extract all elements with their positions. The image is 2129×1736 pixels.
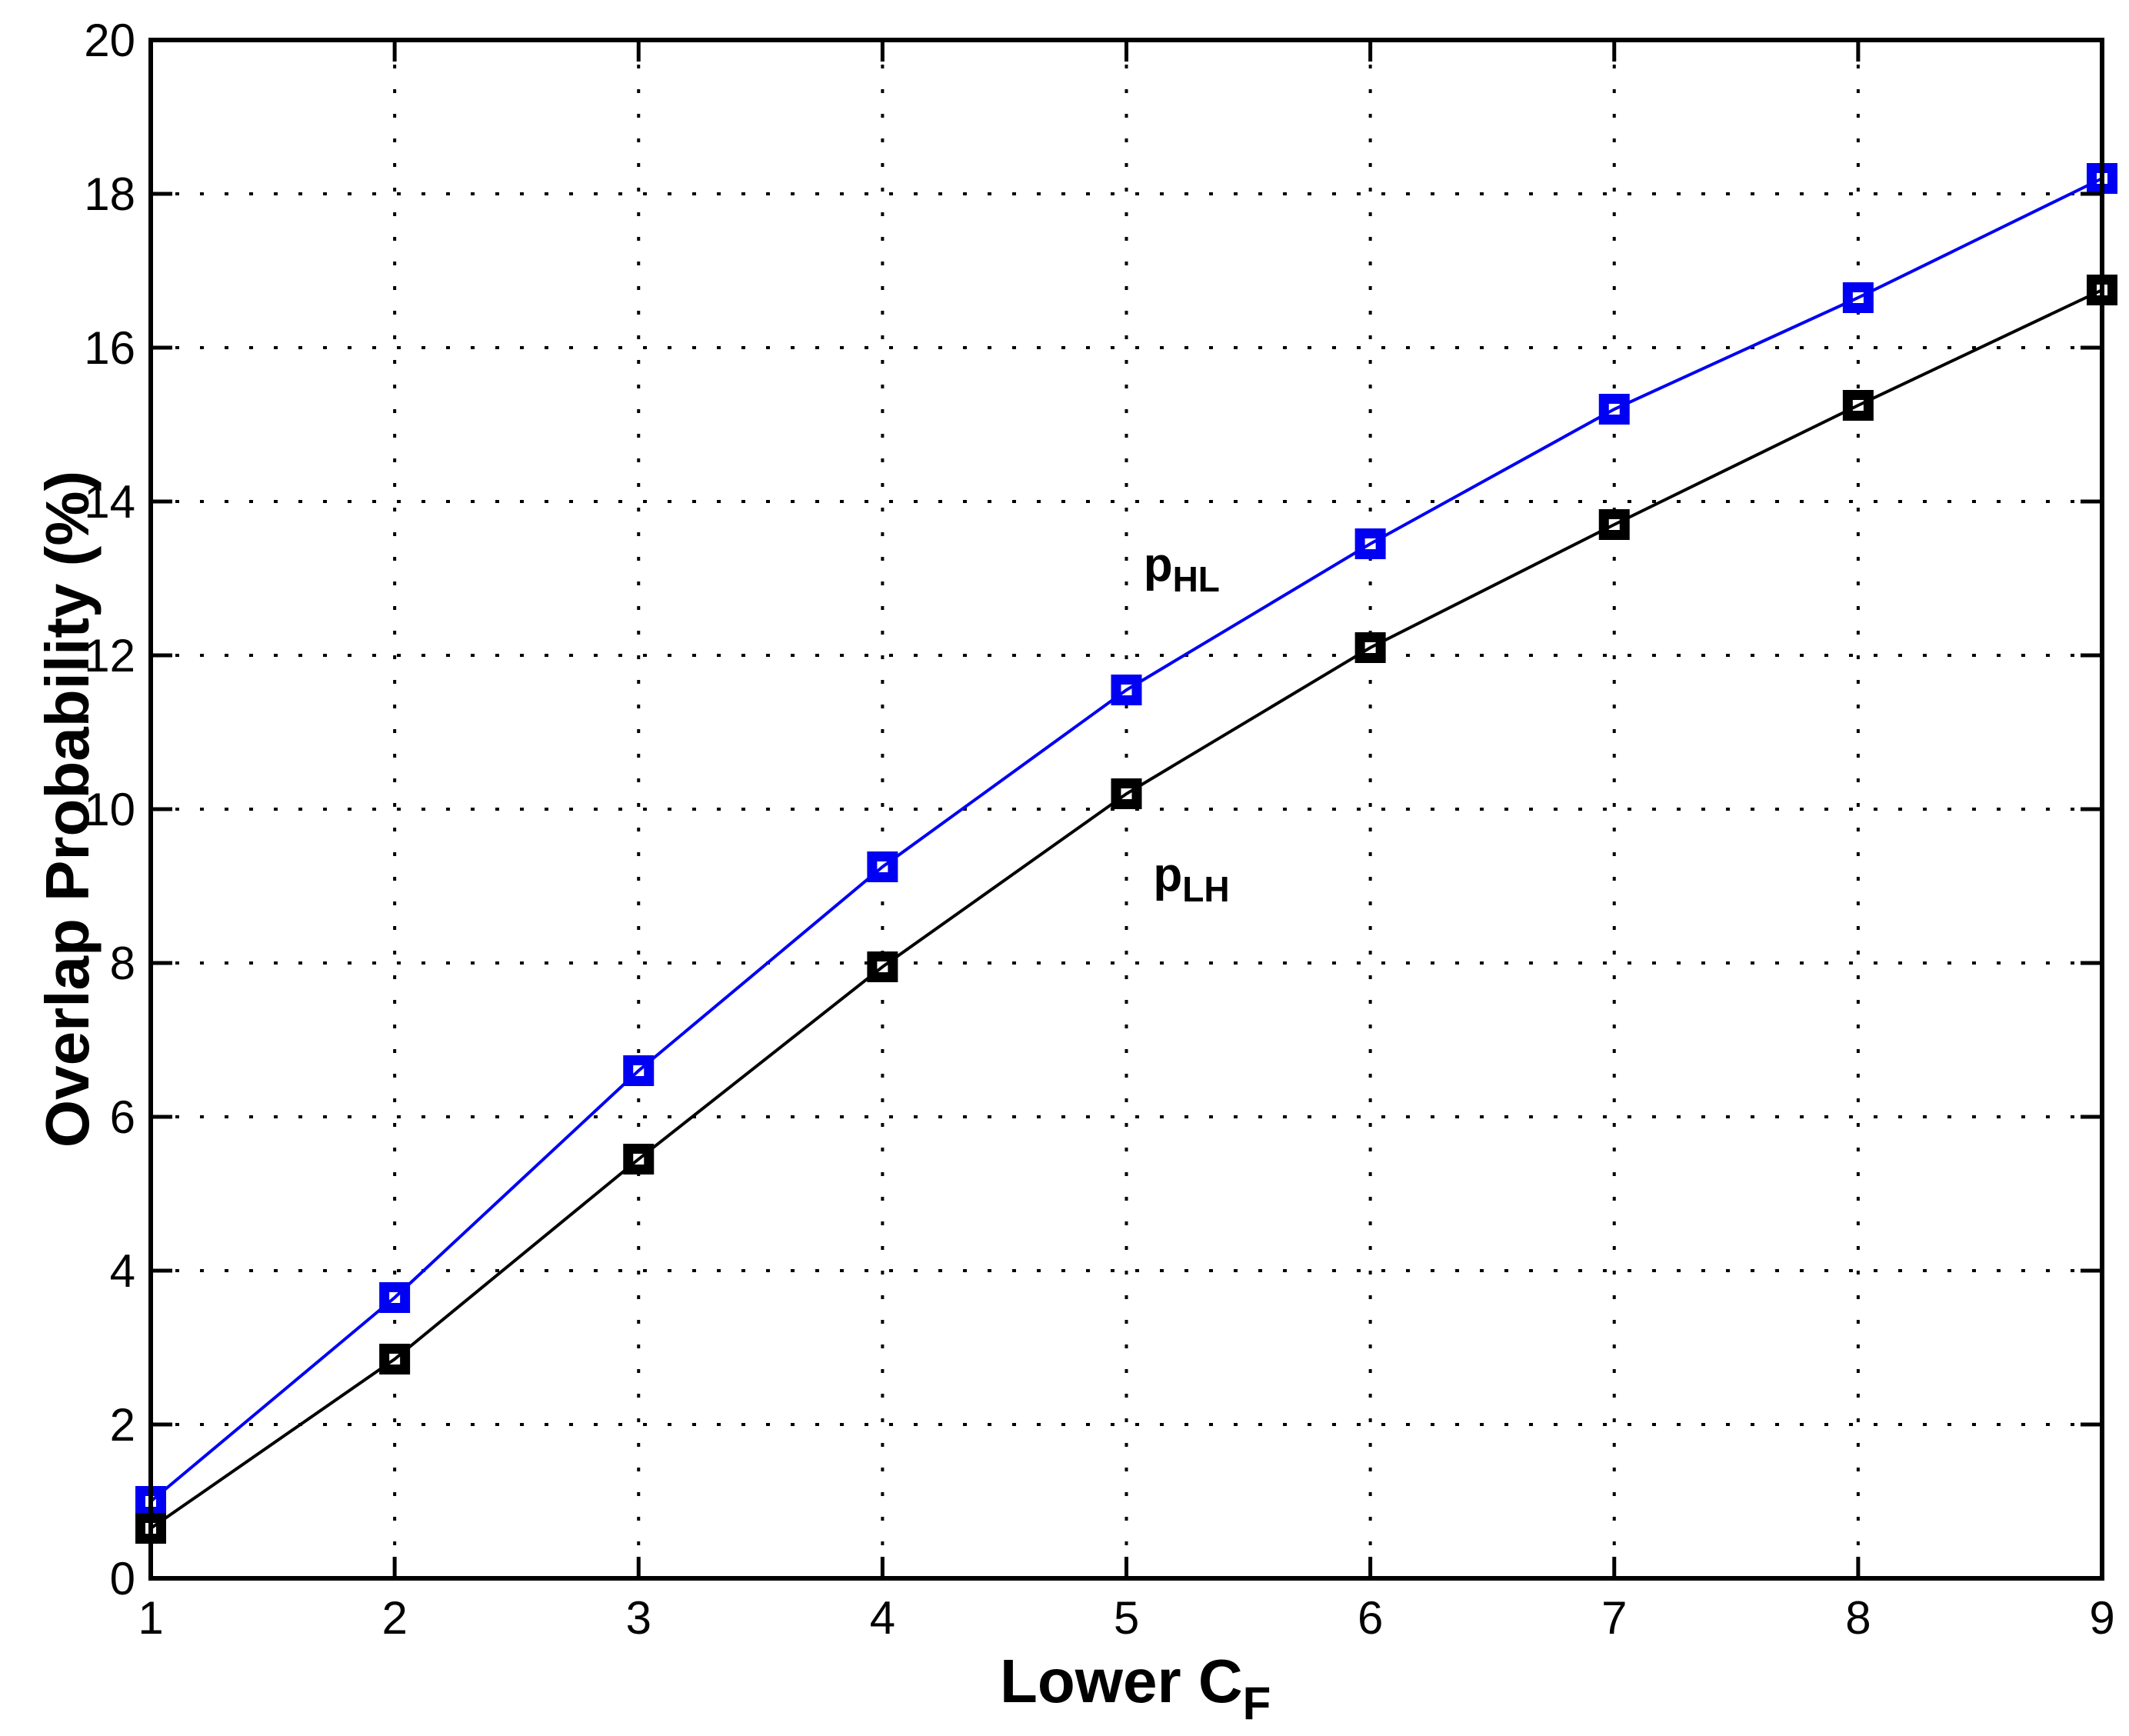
- x-tick-label: 2: [381, 1592, 407, 1644]
- x-tick-label: 5: [1114, 1592, 1139, 1644]
- series-line-p_HL: [149, 177, 2103, 1503]
- x-tick-label: 1: [138, 1592, 163, 1644]
- y-tick-label: 4: [110, 1245, 135, 1297]
- y-tick-label: 18: [84, 168, 135, 220]
- x-tick-label: 6: [1358, 1592, 1383, 1644]
- x-tick-label: 9: [2089, 1592, 2114, 1644]
- annotation-p_HL: pHL: [1144, 538, 1220, 599]
- x-axis-label: Lower CF: [1000, 1647, 1271, 1729]
- y-tick-label: 12: [84, 630, 135, 681]
- y-tick-label: 10: [84, 784, 135, 835]
- x-tick-label: 4: [870, 1592, 895, 1644]
- y-axis-label: Overlap Probability (%): [33, 471, 102, 1148]
- x-tick-label: 8: [1845, 1592, 1871, 1644]
- y-tick-label: 14: [84, 476, 135, 528]
- x-tick-label: 3: [626, 1592, 651, 1644]
- y-tick-label: 0: [110, 1553, 135, 1604]
- series-line-p_LH: [149, 288, 2103, 1530]
- y-tick-label: 6: [110, 1091, 135, 1143]
- annotation-p_LH: pLH: [1153, 848, 1229, 909]
- y-tick-label: 2: [110, 1399, 135, 1451]
- x-tick-label: 7: [1601, 1592, 1627, 1644]
- y-tick-label: 20: [84, 15, 135, 66]
- y-tick-label: 16: [84, 322, 135, 374]
- y-tick-label: 8: [110, 938, 135, 989]
